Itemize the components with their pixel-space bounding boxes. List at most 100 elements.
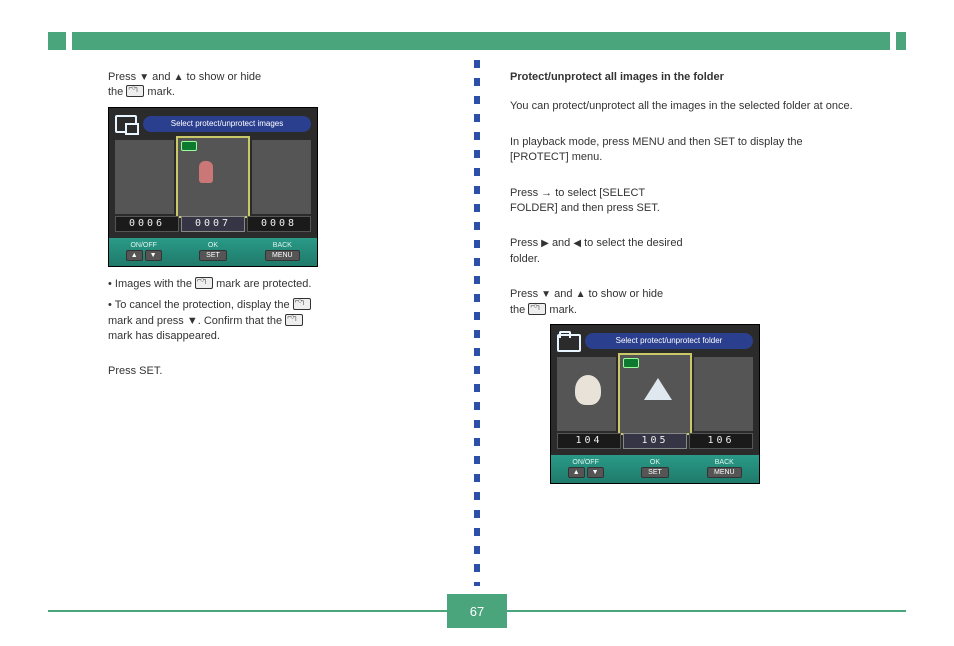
lcd-title: Select protect/unprotect images	[143, 116, 311, 132]
txt: to show or hide	[589, 288, 664, 300]
btn-set: SET	[641, 467, 669, 478]
txt: and	[554, 288, 575, 300]
left-note-2: • To cancel the protection, display the …	[108, 298, 452, 344]
counter-center: 0007	[181, 216, 245, 232]
btn-up: ▲	[126, 250, 143, 261]
header-seg-b	[72, 32, 890, 50]
btn-up: ▲	[568, 467, 585, 478]
left-note-1: • Images with the mark are protected.	[108, 277, 452, 292]
txt: to show or hide	[187, 71, 262, 83]
right-arrow-icon	[541, 187, 552, 199]
protect-badge-icon	[623, 358, 639, 368]
right-step4: Press and to show or hide the mark.	[510, 287, 856, 318]
lcd-controls: ON/OFF ▲ ▼ OK SET BACK MENU	[551, 455, 759, 483]
thumb-strip	[557, 357, 753, 431]
protect-key-icon	[293, 298, 311, 310]
protect-badge-icon	[181, 141, 197, 151]
right-heading: Protect/unprotect all images in the fold…	[510, 70, 856, 85]
txt: to select the desired	[584, 237, 682, 249]
up-icon	[174, 71, 184, 83]
counter-right: 106	[689, 433, 753, 449]
protect-key-icon	[195, 277, 213, 289]
ctl-back: BACK MENU	[690, 455, 759, 483]
ctl-back: BACK MENU	[248, 238, 317, 266]
txt: • To cancel the protection, display the	[108, 299, 293, 311]
txt: Press	[510, 187, 541, 199]
lcd-controls: ON/OFF ▲ ▼ OK SET BACK MENU	[109, 238, 317, 266]
right-step1: In playback mode, press MENU and then SE…	[510, 135, 856, 166]
thumb-left	[557, 357, 616, 431]
header-seg-a	[48, 32, 66, 50]
counter-right: 0008	[247, 216, 311, 232]
ctl-label: OK	[650, 459, 660, 466]
txt: the	[108, 86, 126, 98]
counter-left: 104	[557, 433, 621, 449]
right-step2: Press to select [SELECT FOLDER] and then…	[510, 186, 856, 217]
header-seg-c	[896, 32, 906, 50]
txt: mark and press ▼. Confirm that the	[108, 315, 285, 327]
txt: Press	[510, 288, 541, 300]
txt: mark are protected.	[216, 278, 311, 290]
counters: 0006 0007 0008	[115, 216, 311, 232]
thumb-left	[115, 140, 174, 214]
ctl-ok: OK SET	[178, 238, 247, 266]
btn-down: ▼	[145, 250, 162, 261]
ctl-label: ON/OFF	[130, 242, 156, 249]
thumb-center	[618, 353, 693, 435]
counter-left: 0006	[115, 216, 179, 232]
down-icon	[139, 71, 149, 83]
page-number: 67	[447, 594, 507, 628]
left-step3: Press and to show or hide the mark.	[108, 70, 452, 101]
ctl-label: BACK	[715, 459, 734, 466]
counter-center: 105	[623, 433, 687, 449]
thumb-center	[176, 136, 251, 218]
txt: and	[152, 71, 173, 83]
lcd-titlebar: Select protect/unprotect folder	[557, 331, 753, 351]
txt: the	[510, 304, 528, 316]
btn-down: ▼	[587, 467, 604, 478]
ctl-onoff: ON/OFF ▲ ▼	[109, 238, 178, 266]
txt: • Images with the	[108, 278, 195, 290]
txt: Press	[510, 237, 541, 249]
thumb-right	[694, 357, 753, 431]
lcd-title: Select protect/unprotect folder	[585, 333, 753, 349]
btn-set: SET	[199, 250, 227, 261]
txt: to select [SELECT	[555, 187, 645, 199]
ctl-ok: OK SET	[620, 455, 689, 483]
lcd-images: Select protect/unprotect images 0006 000…	[108, 107, 318, 267]
thumb-right	[252, 140, 311, 214]
counters: 104 105 106	[557, 433, 753, 449]
protect-key-icon	[126, 85, 144, 97]
protect-key-icon	[528, 303, 546, 315]
thumb-strip	[115, 140, 311, 214]
txt: FOLDER] and then press SET.	[510, 202, 660, 214]
txt: mark has disappeared.	[108, 330, 220, 342]
txt: Press	[108, 71, 139, 83]
right-step3: Press and to select the desired folder.	[510, 236, 856, 267]
txt: folder.	[510, 253, 540, 265]
protect-key-icon	[285, 314, 303, 326]
txt: and	[552, 237, 573, 249]
header-bar	[48, 32, 906, 50]
left-column: Press and to show or hide the mark. Sele…	[48, 60, 474, 586]
ctl-onoff: ON/OFF ▲ ▼	[551, 455, 620, 483]
right-intro: You can protect/unprotect all the images…	[510, 99, 856, 114]
ctl-label: OK	[208, 242, 218, 249]
btn-menu: MENU	[707, 467, 742, 478]
lcd-folders: Select protect/unprotect folder 104 105 …	[550, 324, 760, 484]
txt: mark.	[147, 86, 175, 98]
right-icon	[541, 237, 549, 249]
lcd-titlebar: Select protect/unprotect images	[115, 114, 311, 134]
ctl-label: BACK	[273, 242, 292, 249]
right-column: Protect/unprotect all images in the fold…	[480, 60, 906, 586]
ctl-label: ON/OFF	[572, 459, 598, 466]
images-mode-icon	[115, 115, 137, 133]
txt: mark.	[549, 304, 577, 316]
columns: Press and to show or hide the mark. Sele…	[48, 60, 906, 586]
left-icon	[573, 237, 581, 249]
down-icon	[541, 288, 551, 300]
btn-menu: MENU	[265, 250, 300, 261]
folder-mode-icon	[557, 332, 579, 350]
up-icon	[576, 288, 586, 300]
left-step4: Press SET.	[108, 364, 452, 379]
